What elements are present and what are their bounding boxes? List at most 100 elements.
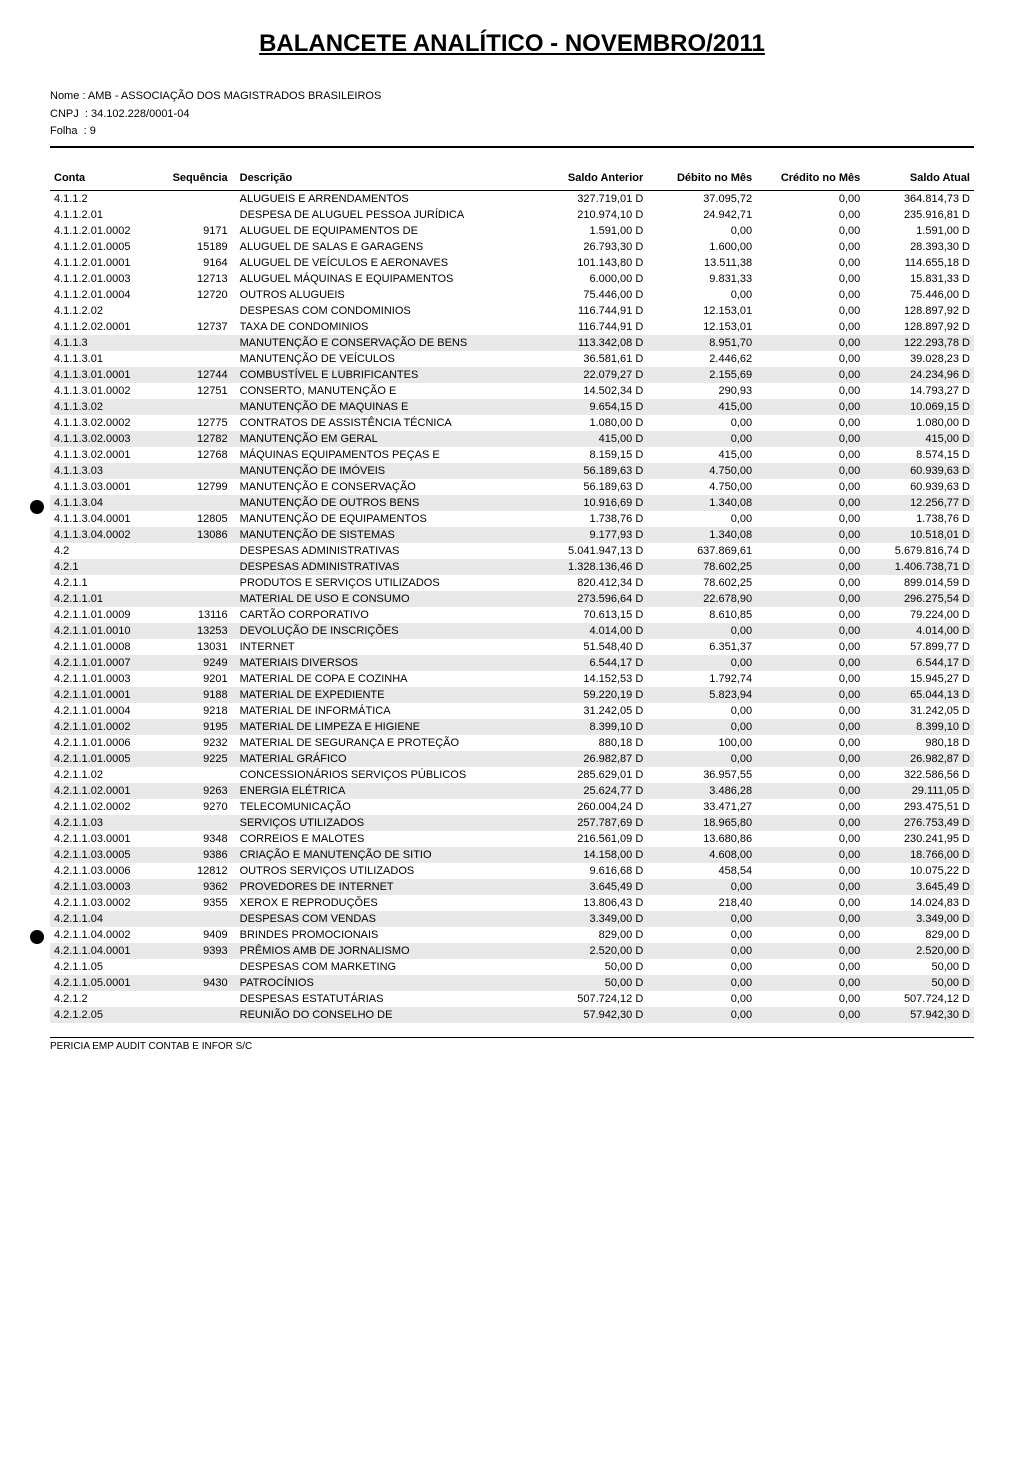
cell-deb: 22.678,90 bbox=[647, 591, 756, 607]
cell-conta: 4.2.1.1.03.0003 bbox=[50, 879, 169, 895]
cell-desc: TAXA DE CONDOMINIOS bbox=[236, 319, 538, 335]
cell-conta: 4.1.1.3.04.0002 bbox=[50, 527, 169, 543]
cell-desc: BRINDES PROMOCIONAIS bbox=[236, 927, 538, 943]
cell-sa: 507.724,12 D bbox=[538, 991, 648, 1007]
cell-seq: 12768 bbox=[169, 447, 236, 463]
table-row: 4.2.1.1PRODUTOS E SERVIÇOS UTILIZADOS820… bbox=[50, 575, 974, 591]
cell-deb: 415,00 bbox=[647, 447, 756, 463]
cell-deb: 0,00 bbox=[647, 623, 756, 639]
table-row: 4.2.1.1.01.00069232MATERIAL DE SEGURANÇA… bbox=[50, 735, 974, 751]
cell-cred: 0,00 bbox=[756, 799, 864, 815]
cell-desc: MATERIAL DE INFORMÁTICA bbox=[236, 703, 538, 719]
cell-seq: 12744 bbox=[169, 367, 236, 383]
cell-sat: 8.399,10 D bbox=[864, 719, 974, 735]
col-saldo-atual: Saldo Atual bbox=[864, 166, 974, 191]
cell-conta: 4.2 bbox=[50, 543, 169, 559]
cell-cred: 0,00 bbox=[756, 591, 864, 607]
cell-conta: 4.1.1.2.02 bbox=[50, 303, 169, 319]
cell-cred: 0,00 bbox=[756, 303, 864, 319]
cell-desc: MANUTENÇÃO E CONSERVAÇÃO bbox=[236, 479, 538, 495]
cell-desc: MATERIAL GRÁFICO bbox=[236, 751, 538, 767]
cell-sa: 5.041.947,13 D bbox=[538, 543, 648, 559]
cell-deb: 0,00 bbox=[647, 287, 756, 303]
cell-cred: 0,00 bbox=[756, 767, 864, 783]
cell-seq: 9270 bbox=[169, 799, 236, 815]
cell-desc: OUTROS SERVIÇOS UTILIZADOS bbox=[236, 863, 538, 879]
cell-cred: 0,00 bbox=[756, 911, 864, 927]
cell-sa: 285.629,01 D bbox=[538, 767, 648, 783]
table-row: 4.1.1.3.04MANUTENÇÃO DE OUTROS BENS10.91… bbox=[50, 495, 974, 511]
cell-sat: 60.939,63 D bbox=[864, 479, 974, 495]
cell-sat: 114.655,18 D bbox=[864, 255, 974, 271]
cell-conta: 4.1.1.3.02.0001 bbox=[50, 447, 169, 463]
cell-deb: 78.602,25 bbox=[647, 575, 756, 591]
cell-seq bbox=[169, 495, 236, 511]
cell-conta: 4.2.1.1.04.0001 bbox=[50, 943, 169, 959]
cell-deb: 9.831,33 bbox=[647, 271, 756, 287]
col-debito: Débito no Mês bbox=[647, 166, 756, 191]
table-row: 4.1.1.3MANUTENÇÃO E CONSERVAÇÃO DE BENS1… bbox=[50, 335, 974, 351]
cell-conta: 4.1.1.3.03.0001 bbox=[50, 479, 169, 495]
table-row: 4.1.1.3.04.000112805MANUTENÇÃO DE EQUIPA… bbox=[50, 511, 974, 527]
cell-seq: 9430 bbox=[169, 975, 236, 991]
cell-cred: 0,00 bbox=[756, 190, 864, 207]
cell-sat: 26.982,87 D bbox=[864, 751, 974, 767]
cell-cred: 0,00 bbox=[756, 335, 864, 351]
cell-sat: 1.591,00 D bbox=[864, 223, 974, 239]
cell-desc: ALUGUEL DE EQUIPAMENTOS DE bbox=[236, 223, 538, 239]
table-row: 4.1.1.3.02.000212775CONTRATOS DE ASSISTÊ… bbox=[50, 415, 974, 431]
cell-deb: 458,54 bbox=[647, 863, 756, 879]
cell-desc: DEVOLUÇÃO DE INSCRIÇÕES bbox=[236, 623, 538, 639]
cell-cred: 0,00 bbox=[756, 687, 864, 703]
cell-sat: 50,00 D bbox=[864, 959, 974, 975]
cell-sa: 36.581,61 D bbox=[538, 351, 648, 367]
table-row: 4.1.1.2.01DESPESA DE ALUGUEL PESSOA JURÍ… bbox=[50, 207, 974, 223]
table-row: 4.2.1.1.04.00019393PRÊMIOS AMB DE JORNAL… bbox=[50, 943, 974, 959]
table-row: 4.2.1.1.01.00079249MATERIAIS DIVERSOS6.5… bbox=[50, 655, 974, 671]
cell-sa: 51.548,40 D bbox=[538, 639, 648, 655]
cell-cred: 0,00 bbox=[756, 511, 864, 527]
cell-conta: 4.1.1.3.04.0001 bbox=[50, 511, 169, 527]
cell-conta: 4.1.1.3 bbox=[50, 335, 169, 351]
cell-deb: 4.750,00 bbox=[647, 479, 756, 495]
cell-cred: 0,00 bbox=[756, 863, 864, 879]
cell-sa: 216.561,09 D bbox=[538, 831, 648, 847]
table-row: 4.1.1.2.01.000515189ALUGUEL DE SALAS E G… bbox=[50, 239, 974, 255]
cell-desc: MÁQUINAS EQUIPAMENTOS PEÇAS E bbox=[236, 447, 538, 463]
cell-deb: 218,40 bbox=[647, 895, 756, 911]
cell-deb: 33.471,27 bbox=[647, 799, 756, 815]
cell-conta: 4.1.1.3.01 bbox=[50, 351, 169, 367]
cell-sa: 880,18 D bbox=[538, 735, 648, 751]
cell-deb: 2.446,62 bbox=[647, 351, 756, 367]
cell-deb: 0,00 bbox=[647, 959, 756, 975]
cell-seq bbox=[169, 559, 236, 575]
cell-desc: DESPESAS ADMINISTRATIVAS bbox=[236, 559, 538, 575]
cell-sat: 122.293,78 D bbox=[864, 335, 974, 351]
cell-sa: 1.591,00 D bbox=[538, 223, 648, 239]
punch-hole-icon bbox=[30, 500, 44, 514]
cell-sat: 899.014,59 D bbox=[864, 575, 974, 591]
cell-sa: 273.596,64 D bbox=[538, 591, 648, 607]
cell-sat: 12.256,77 D bbox=[864, 495, 974, 511]
cell-desc: OUTROS ALUGUEIS bbox=[236, 287, 538, 303]
cell-seq: 13253 bbox=[169, 623, 236, 639]
cell-cred: 0,00 bbox=[756, 367, 864, 383]
cell-conta: 4.2.1.1.04.0002 bbox=[50, 927, 169, 943]
cell-deb: 290,93 bbox=[647, 383, 756, 399]
cell-seq bbox=[169, 543, 236, 559]
table-row: 4.2.1.1.02CONCESSIONÁRIOS SERVIÇOS PÚBLI… bbox=[50, 767, 974, 783]
divider bbox=[50, 146, 974, 148]
cell-desc: PROVEDORES DE INTERNET bbox=[236, 879, 538, 895]
cell-deb: 4.750,00 bbox=[647, 463, 756, 479]
table-row: 4.1.1.2ALUGUEIS E ARRENDAMENTOS327.719,0… bbox=[50, 190, 974, 207]
cell-cred: 0,00 bbox=[756, 943, 864, 959]
cell-conta: 4.1.1.3.01.0001 bbox=[50, 367, 169, 383]
cell-deb: 12.153,01 bbox=[647, 303, 756, 319]
cell-desc: DESPESAS COM VENDAS bbox=[236, 911, 538, 927]
cell-desc: MANUTENÇÃO DE IMÓVEIS bbox=[236, 463, 538, 479]
cell-seq: 12713 bbox=[169, 271, 236, 287]
cell-desc: DESPESAS ADMINISTRATIVAS bbox=[236, 543, 538, 559]
table-row: 4.2.1.1.03.000612812OUTROS SERVIÇOS UTIL… bbox=[50, 863, 974, 879]
cell-conta: 4.1.1.3.04 bbox=[50, 495, 169, 511]
table-row: 4.1.1.3.03.000112799MANUTENÇÃO E CONSERV… bbox=[50, 479, 974, 495]
